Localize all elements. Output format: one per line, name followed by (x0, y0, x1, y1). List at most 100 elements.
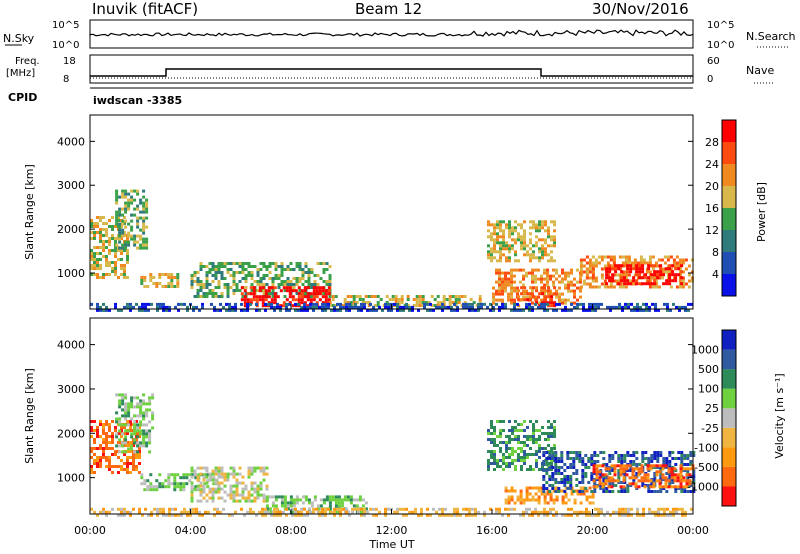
power-colorbar-tick-1: 8 (712, 246, 719, 259)
power-region-11 (90, 302, 693, 312)
velocity-colorbar-swatch-8 (722, 330, 736, 350)
velocity-colorbar-tick-5: -100 (694, 441, 719, 454)
freq-panel-frame (89, 54, 694, 84)
power-colorbar-swatch-7 (722, 120, 736, 142)
power-colorbar-swatch-0 (722, 274, 736, 296)
freq-label-line2: [MHz] (6, 68, 35, 79)
velocity-region-6 (504, 486, 595, 505)
velocity-colorbar-swatch-5 (722, 388, 736, 409)
power-y-axis: 1000 2000 3000 4000 (57, 135, 693, 280)
velocity-colorbar-label: Velocity [m s⁻¹] (773, 373, 786, 458)
freq-label-line1: Freq. (15, 56, 40, 67)
power-colorbar-swatch-6 (722, 142, 736, 164)
velocity-colorbar-swatch-3 (722, 427, 736, 448)
power-region-8 (517, 286, 557, 308)
power-ytick-label-2: 3000 (57, 179, 85, 192)
nsearch-tick-bottom: 10^0 (707, 40, 734, 51)
power-colorbar-swatch-4 (722, 186, 736, 208)
nave-tick-bottom: 0 (707, 74, 713, 85)
velocity-heatmap (90, 393, 696, 517)
velocity-colorbar-swatch-1 (722, 466, 736, 487)
power-colorbar-swatch-3 (722, 208, 736, 230)
velocity-region-8 (592, 464, 695, 489)
velocity-colorbar-frame (721, 329, 737, 507)
nave-tick-top: 60 (707, 56, 720, 67)
power-colorbar-tick-4: 20 (705, 180, 719, 193)
velocity-colorbar-tick-3: 25 (705, 402, 719, 415)
xtick-label-0: 00:00 (74, 524, 106, 537)
power-colorbar-frame (721, 119, 737, 297)
velocity-colorbar-swatch-7 (722, 349, 736, 370)
nsky-tick-top: 10^5 (52, 20, 79, 31)
velocity-colorbar-swatch-2 (722, 447, 736, 467)
velocity-ytick-label-1: 2000 (57, 427, 85, 440)
power-colorbar-swatch-1 (722, 252, 736, 274)
power-ytick-label-0: 1000 (57, 267, 85, 280)
velocity-colorbar-tick-6: -500 (694, 461, 719, 474)
velocity-colorbar-swatch-4 (722, 408, 736, 428)
velocity-region-3 (190, 466, 269, 503)
freq-tick-bottom: 8 (63, 74, 69, 85)
xtick-label-2: 08:00 (275, 524, 307, 537)
power-region-2 (140, 273, 180, 288)
xtick-label-4: 16:00 (476, 524, 508, 537)
xtick-label-3: 12:00 (376, 524, 408, 537)
velocity-colorbar-swatch-0 (722, 486, 736, 506)
velocity-colorbar-tick-0: 1000 (691, 344, 719, 357)
radar-title: Inuvik (fitACF) (92, 0, 199, 18)
nsky-trace (89, 29, 694, 37)
xtick-label-5: 20:00 (577, 524, 609, 537)
power-colorbar-swatch-5 (722, 164, 736, 186)
velocity-region-7 (542, 451, 696, 493)
velocity-ytick-label-3: 4000 (57, 339, 85, 352)
power-colorbar: 4 8 12 16 20 24 28 (705, 119, 737, 297)
velocity-colorbar-tick-2: 100 (698, 383, 719, 396)
velocity-colorbar-swatch-6 (722, 369, 736, 389)
power-ylabel: Slant Range [km] (23, 164, 36, 260)
date-label: 30/Nov/2016 (592, 0, 689, 18)
cpid-value: iwdscan -3385 (93, 94, 182, 107)
nsky-tick-bottom: 10^0 (52, 40, 79, 51)
power-colorbar-swatch-2 (722, 230, 736, 252)
velocity-colorbar-tick-1: 500 (698, 363, 719, 376)
power-colorbar-tick-6: 28 (705, 136, 719, 149)
power-colorbar-label: Power [dB] (755, 182, 768, 242)
cpid-label: CPID (8, 91, 37, 104)
power-region-10 (605, 264, 684, 286)
velocity-colorbar: 1000 500 100 25 -25 -100 -500 -1000 (687, 329, 737, 507)
velocity-ytick-label-0: 1000 (57, 472, 85, 485)
power-region-6 (487, 220, 556, 263)
velocity-region-0 (90, 420, 141, 474)
velocity-y-axis: 1000 2000 3000 4000 (57, 339, 693, 485)
power-colorbar-tick-0: 4 (712, 268, 719, 281)
velocity-region-5 (487, 420, 556, 471)
velocity-ytick-label-2: 3000 (57, 383, 85, 396)
power-colorbar-tick-5: 24 (705, 158, 719, 171)
power-colorbar-tick-3: 16 (705, 202, 719, 215)
power-region-3 (190, 262, 332, 298)
x-axis-label: Time UT (368, 538, 414, 551)
nsky-label: N.Sky (3, 32, 35, 45)
freq-tick-top: 18 (63, 56, 76, 67)
velocity-colorbar-tick-4: -25 (701, 422, 719, 435)
velocity-region-1 (115, 393, 155, 454)
power-ytick-label-3: 4000 (57, 135, 85, 148)
nave-label: Nave (746, 64, 774, 77)
time-x-axis: 00:00 04:00 08:00 12:00 16:00 20:00 00:00 (74, 304, 709, 537)
power-region-1 (115, 189, 149, 250)
xtick-label-6: 00:00 (677, 524, 709, 537)
velocity-region-9 (90, 507, 693, 517)
power-colorbar-tick-2: 12 (705, 224, 719, 237)
velocity-ylabel: Slant Range [km] (23, 368, 36, 464)
power-panel-frame (89, 114, 694, 310)
beam-label: Beam 12 (355, 0, 423, 18)
power-ytick-label-1: 2000 (57, 223, 85, 236)
nsearch-tick-top: 10^5 (707, 20, 734, 31)
velocity-region-2 (140, 473, 219, 492)
freq-trace (90, 68, 693, 77)
power-heatmap (90, 189, 694, 312)
xtick-label-1: 04:00 (175, 524, 207, 537)
nsearch-label: N.Search (746, 30, 796, 43)
velocity-colorbar-tick-7: -1000 (687, 480, 719, 493)
